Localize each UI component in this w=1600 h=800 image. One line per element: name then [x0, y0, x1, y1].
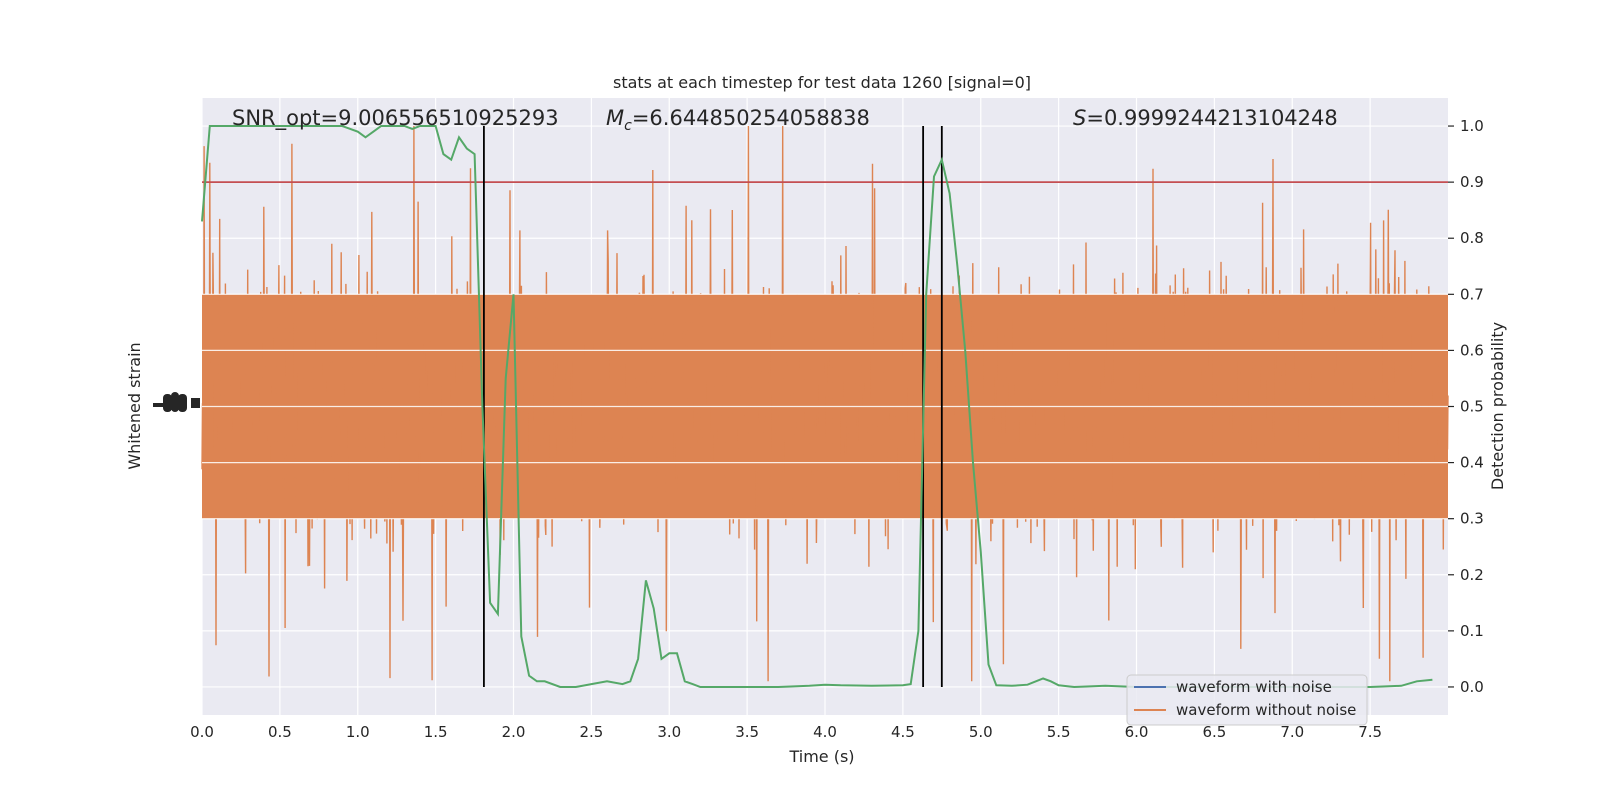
detection-probability-line	[201, 125, 1433, 689]
legend-label-without-noise: waveform without noise	[1176, 701, 1356, 719]
y-right-tick-label: 0.1	[1460, 622, 1484, 640]
x-tick-label: 1.0	[346, 723, 370, 741]
x-tick-label: 2.5	[579, 723, 603, 741]
x-tick-label: 5.0	[969, 723, 993, 741]
x-tick-label: 4.5	[891, 723, 915, 741]
chirp-mass-subscript: c	[624, 118, 632, 134]
y-right-tick-label: 0.6	[1460, 341, 1484, 359]
x-tick-label: 5.5	[1047, 723, 1071, 741]
x-tick-label: 0.5	[268, 723, 292, 741]
x-tick-label: 4.0	[813, 723, 837, 741]
strain-trace	[201, 125, 1449, 682]
y-right-tick-label: 0.3	[1460, 510, 1484, 528]
chart-title: stats at each timestep for test data 126…	[613, 73, 1031, 92]
x-tick-label: 3.0	[657, 723, 681, 741]
statistic-annotation: S=0.9999244213104248	[1073, 106, 1338, 130]
chirp-mass-value: =6.644850254058838	[632, 106, 870, 130]
y-left-axis-label: Whitened strain	[125, 342, 144, 469]
x-tick-label: 6.5	[1202, 723, 1226, 741]
x-tick-label: 2.0	[502, 723, 526, 741]
legend: waveform with noise waveform without noi…	[1126, 674, 1368, 726]
chirp-mass-symbol: M	[606, 106, 624, 130]
strain-series-waveform-without-noise	[201, 125, 1449, 682]
statistic-value: =0.9999244213104248	[1086, 106, 1337, 130]
y-right-axis-label: Detection probability	[1488, 322, 1507, 490]
y-right-tick-label: 0.4	[1460, 454, 1484, 472]
x-tick-label: 7.5	[1358, 723, 1382, 741]
y-right-tick-label: 0.9	[1460, 173, 1484, 191]
y-right-tick-label: 0.8	[1460, 229, 1484, 247]
y-right-tick-label: 0.2	[1460, 566, 1484, 584]
left-axis-overlapping-ticks	[153, 392, 200, 412]
x-tick-label: 3.5	[735, 723, 759, 741]
x-tick-label: 1.5	[424, 723, 448, 741]
chirp-mass-annotation: Mc=6.644850254058838	[606, 106, 870, 134]
x-tick-label: 6.0	[1125, 723, 1149, 741]
x-axis-ticks: 0.0 0.5 1.0 1.5 2.0 2.5 3.0 3.5 4.0 4.5 5.0 5.5 6.0 6…	[190, 723, 1382, 741]
y-right-tick-label: 0.7	[1460, 285, 1484, 303]
y-right-axis-ticks: 0.0 0.1 0.2 0.3 0.4 0.5 0.6 0.7 0.8 0.9 1.0	[1448, 117, 1484, 696]
y-right-tick-label: 0.5	[1460, 398, 1484, 416]
legend-label-with-noise: waveform with noise	[1176, 678, 1332, 696]
x-tick-label: 7.0	[1280, 723, 1304, 741]
x-tick-label: 0.0	[190, 723, 214, 741]
y-right-tick-label: 1.0	[1460, 117, 1484, 135]
y-right-tick-label: 0.0	[1460, 678, 1484, 696]
snr-annotation: SNR_opt=9.006556510925293	[232, 106, 559, 131]
x-axis-label: Time (s)	[788, 747, 854, 766]
statistic-symbol: S	[1073, 106, 1086, 130]
